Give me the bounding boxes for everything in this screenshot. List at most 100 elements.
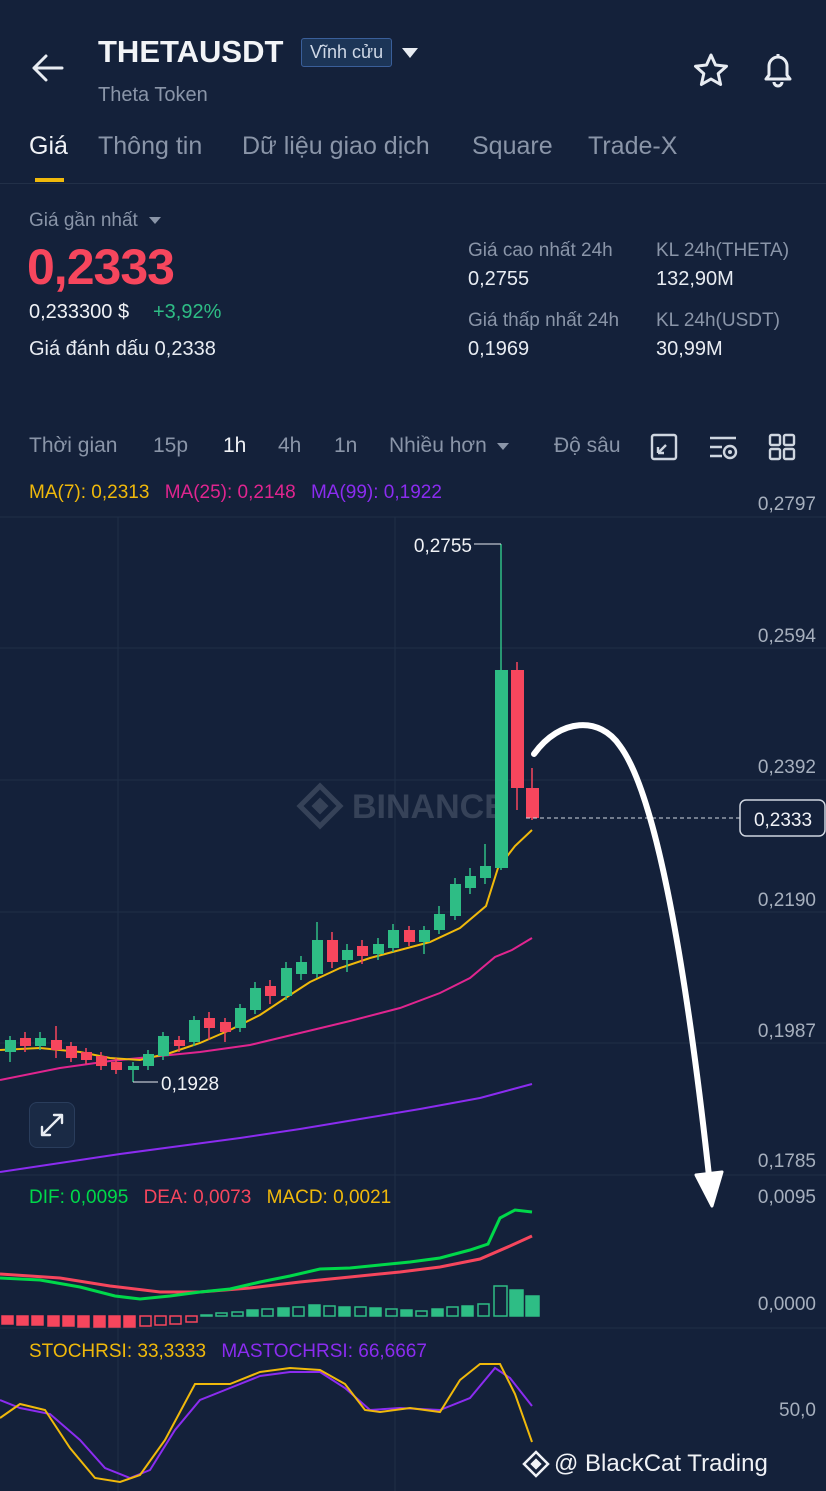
ma25-value: MA(25): 0,2148 — [164, 482, 296, 503]
back-button[interactable] — [30, 52, 66, 84]
chevron-down-icon — [496, 442, 509, 450]
tf-1d[interactable]: 1n — [334, 434, 358, 457]
high-24h-label: Giá cao nhất 24h — [468, 240, 613, 261]
candle — [96, 1052, 107, 1070]
dif-line — [0, 1208, 533, 1301]
stochrsi-legend: STOCHRSI: 33,3333 MASTOCHRSI: 66,6667 — [29, 1341, 427, 1363]
bell-icon — [764, 54, 792, 88]
price-chart[interactable]: BINANCE — [0, 470, 826, 1491]
credit-watermark: @ BlackCat Trading — [522, 1450, 768, 1478]
candle — [189, 1016, 200, 1046]
axis-label: 0,2190 — [757, 890, 816, 911]
drawn-arrow — [531, 722, 724, 1208]
fullscreen-button[interactable] — [29, 1102, 75, 1148]
candle — [357, 940, 368, 964]
macd-legend: DIF: 0,0095 DEA: 0,0073 MACD: 0,0021 — [29, 1187, 391, 1209]
alert-button[interactable] — [760, 50, 796, 93]
candle — [51, 1026, 62, 1058]
tab-price[interactable]: Giá — [29, 132, 68, 160]
candle — [511, 662, 524, 810]
mark-price: Giá đánh dấu 0,2338 — [29, 338, 216, 361]
expand-icon — [40, 1113, 64, 1137]
axis-label: 50,0 — [779, 1400, 816, 1421]
axis-label: 0,2594 — [757, 626, 816, 647]
candle — [342, 944, 353, 972]
candle — [312, 922, 323, 978]
tab-square[interactable]: Square — [472, 132, 553, 160]
chart-settings-button[interactable] — [650, 433, 678, 466]
indicator-settings-button[interactable] — [708, 433, 738, 466]
ma7-value: MA(7): 0,2313 — [29, 482, 150, 503]
tf-4h[interactable]: 4h — [278, 434, 302, 457]
favorite-button[interactable] — [692, 52, 730, 93]
tf-depth[interactable]: Độ sâu — [554, 434, 621, 457]
axis-label: 0,0095 — [757, 1187, 816, 1208]
tf-1h[interactable]: 1h — [223, 434, 247, 457]
usd-price: 0,233300 $ — [29, 301, 130, 323]
candle — [5, 1036, 16, 1062]
axis-label: 0,0000 — [757, 1294, 816, 1315]
high-24h-value: 0,2755 — [468, 268, 530, 290]
main-tabs: Giá Thông tin Dữ liệu giao dịch Square T… — [0, 128, 826, 184]
macd-value: MACD: 0,0021 — [266, 1187, 392, 1208]
mark-price-value: 0,2338 — [154, 338, 216, 360]
active-tab-indicator — [35, 178, 64, 182]
tab-info[interactable]: Thông tin — [98, 132, 203, 160]
axis-label: 0,1987 — [757, 1021, 816, 1042]
last-price-label[interactable]: Giá gần nhất — [29, 210, 162, 232]
candle — [235, 1004, 246, 1032]
low-marker: 0,1928 — [133, 1074, 219, 1095]
vol-theta-value: 132,90M — [656, 268, 734, 290]
vol-theta-label: KL 24h(THETA) — [656, 240, 790, 261]
candle — [20, 1032, 31, 1052]
chevron-down-icon[interactable] — [402, 48, 418, 58]
symbol-title[interactable]: THETAUSDT — [98, 34, 284, 69]
binance-logo-icon — [522, 1450, 550, 1478]
axis-label: 0,2797 — [757, 494, 816, 515]
resize-icon — [650, 433, 678, 461]
candle — [373, 938, 384, 960]
binance-logo-icon — [296, 782, 344, 830]
candle — [66, 1042, 77, 1062]
low-24h-value: 0,1969 — [468, 338, 530, 360]
vol-usdt-value: 30,99M — [656, 338, 723, 360]
candle — [388, 924, 399, 952]
candle — [143, 1050, 154, 1070]
layout-button[interactable] — [768, 433, 796, 466]
candle — [158, 1032, 169, 1060]
candle — [434, 906, 445, 934]
current-price-tag-text: 0,2333 — [754, 810, 812, 831]
token-name: Theta Token — [98, 84, 208, 106]
axis-label: 0,1785 — [757, 1151, 816, 1172]
tf-time[interactable]: Thời gian — [29, 434, 118, 457]
star-icon — [694, 53, 728, 86]
candlesticks — [5, 544, 539, 1082]
tab-trading-data[interactable]: Dữ liệu giao dịch — [242, 132, 430, 160]
last-price-label-text: Giá gần nhất — [29, 210, 138, 231]
candle — [419, 926, 430, 954]
mastochrsi-line — [0, 1366, 533, 1480]
ma7-line — [0, 829, 533, 1062]
current-price-tag — [739, 799, 826, 837]
mastochrsi-value: MASTOCHRSI: 66,6667 — [221, 1341, 427, 1362]
candle — [220, 1018, 231, 1042]
candle — [250, 982, 261, 1014]
candle — [35, 1032, 46, 1050]
candle — [128, 1062, 139, 1082]
candle — [296, 956, 307, 980]
tf-more-label: Nhiều hơn — [389, 434, 487, 457]
candle — [465, 868, 476, 894]
tf-15m[interactable]: 15p — [153, 434, 189, 457]
grid-icon — [768, 433, 796, 461]
axis-label: 0,2392 — [757, 757, 816, 778]
ma99-line — [0, 1083, 533, 1173]
tab-divider — [0, 183, 826, 184]
last-price: 0,2333 — [27, 239, 175, 295]
mark-price-label: Giá đánh dấu — [29, 338, 150, 360]
candle — [111, 1058, 122, 1074]
tf-more[interactable]: Nhiều hơn — [389, 434, 509, 458]
dea-value: DEA: 0,0073 — [143, 1187, 252, 1208]
candle — [327, 932, 338, 968]
tab-trade-x[interactable]: Trade-X — [588, 132, 678, 160]
chart-grid — [0, 516, 826, 1491]
